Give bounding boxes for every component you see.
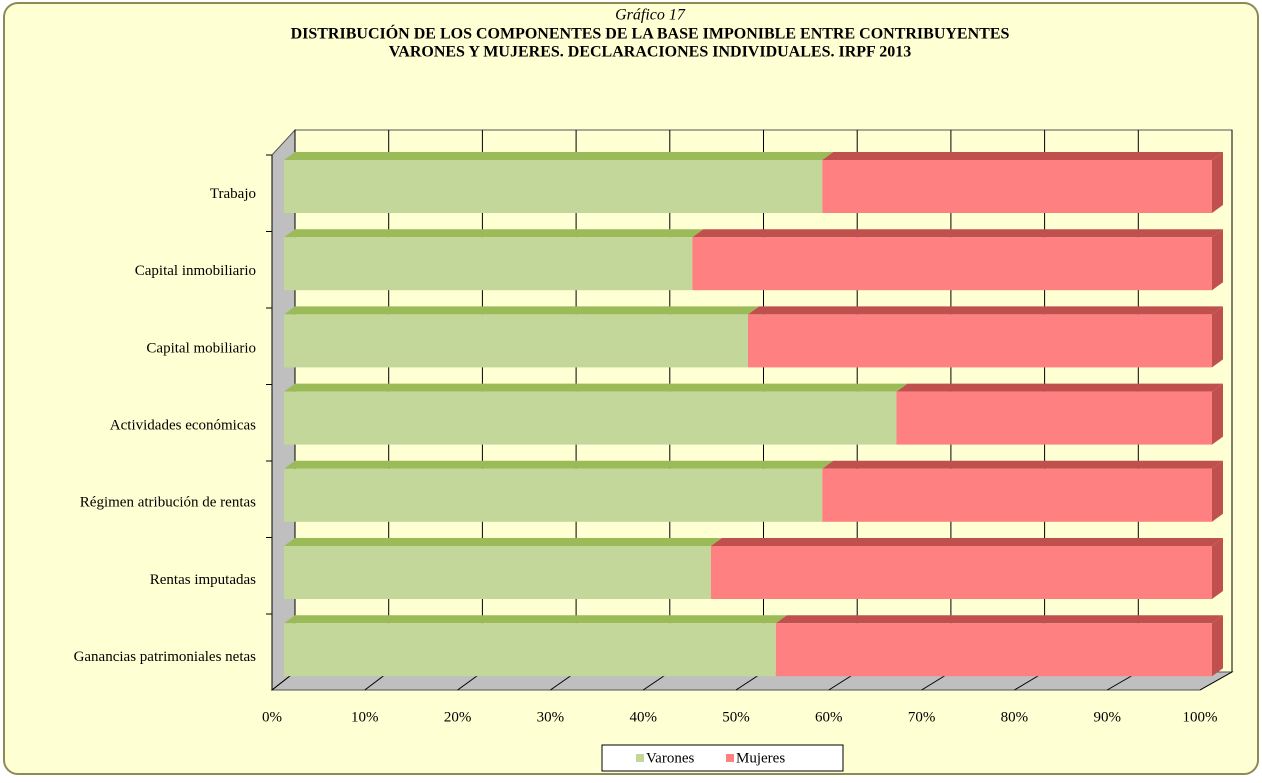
bar-top bbox=[284, 615, 787, 624]
chart-title: VARONES Y MUJERES. DECLARACIONES INDIVID… bbox=[389, 44, 911, 61]
bar-top bbox=[284, 460, 834, 469]
x-tick-label: 90% bbox=[1093, 709, 1121, 725]
bar-top bbox=[896, 383, 1223, 392]
x-tick-label: 50% bbox=[722, 709, 750, 725]
bar bbox=[284, 468, 823, 522]
bar-top bbox=[284, 152, 834, 160]
y-tick-label: Rentas imputadas bbox=[150, 572, 256, 588]
bar-top bbox=[284, 383, 908, 392]
bar bbox=[284, 160, 823, 213]
y-tick-label: Capital mobiliario bbox=[146, 340, 256, 356]
bar bbox=[284, 623, 776, 677]
x-tick-label: 100% bbox=[1183, 709, 1218, 725]
x-tick-label: 0% bbox=[262, 709, 282, 725]
bar bbox=[284, 546, 711, 599]
bar bbox=[775, 623, 1212, 677]
bar bbox=[710, 546, 1212, 599]
bar bbox=[692, 237, 1212, 291]
legend-label: Varones bbox=[646, 750, 694, 766]
x-tick-label: 10% bbox=[351, 709, 379, 725]
chart-title: DISTRIBUCIÓN DE LOS COMPONENTES DE LA BA… bbox=[291, 24, 1010, 43]
chart-caption: Gráfico 17 bbox=[615, 7, 686, 24]
legend-swatch bbox=[636, 754, 644, 762]
bar bbox=[284, 237, 693, 291]
bar-top bbox=[284, 306, 759, 315]
bar-side bbox=[1212, 538, 1223, 599]
x-tick-label: 40% bbox=[629, 709, 657, 725]
y-tick-label: Ganancias patrimoniales netas bbox=[74, 649, 257, 665]
bar-side bbox=[1212, 383, 1223, 445]
x-tick bbox=[1199, 671, 1233, 691]
x-tick-label: 60% bbox=[815, 709, 843, 725]
x-tick-label: 80% bbox=[1001, 709, 1029, 725]
bar-top bbox=[775, 615, 1223, 624]
bar-side bbox=[1212, 229, 1223, 291]
bar-top bbox=[710, 538, 1223, 546]
bar bbox=[822, 468, 1212, 522]
bar-side bbox=[1212, 460, 1223, 522]
bar-top bbox=[822, 460, 1223, 469]
legend-label: Mujeres bbox=[736, 750, 785, 766]
y-tick-label: Régimen atribución de rentas bbox=[80, 495, 256, 511]
bar bbox=[284, 314, 748, 368]
y-tick-label: Trabajo bbox=[210, 186, 256, 202]
bar-top bbox=[692, 229, 1223, 238]
bar-top bbox=[822, 152, 1223, 160]
bar bbox=[748, 314, 1212, 368]
x-tick-label: 20% bbox=[444, 709, 472, 725]
legend-swatch bbox=[726, 754, 734, 762]
bar bbox=[822, 160, 1212, 213]
bar-top bbox=[284, 538, 722, 546]
x-tick-label: 30% bbox=[537, 709, 565, 725]
bar-top bbox=[748, 306, 1223, 315]
bar bbox=[896, 391, 1212, 445]
x-tick-label: 70% bbox=[908, 709, 936, 725]
y-tick-label: Capital inmobiliario bbox=[135, 263, 256, 279]
y-tick-label: Actividades económicas bbox=[110, 418, 256, 434]
bar-side bbox=[1212, 306, 1223, 368]
bar-side bbox=[1212, 615, 1223, 677]
bar-top bbox=[284, 229, 704, 238]
bar-side bbox=[1212, 152, 1223, 213]
bar bbox=[284, 391, 897, 445]
